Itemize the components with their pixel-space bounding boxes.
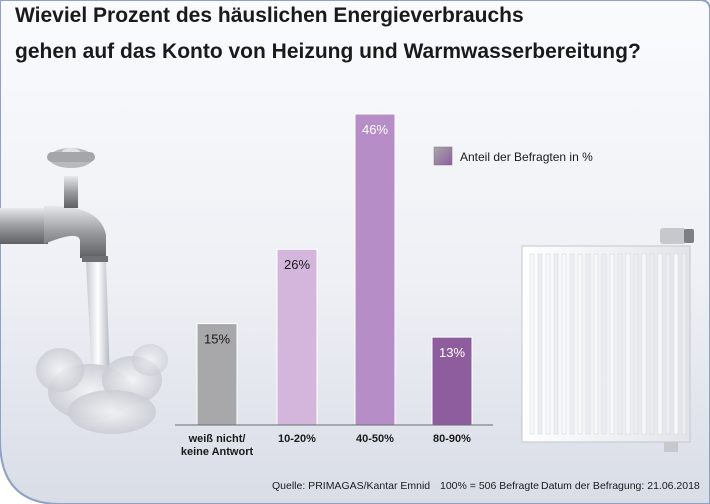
bar-value-label-2: 46% xyxy=(362,122,388,137)
footer-sample-size: 100% = 506 Befragte xyxy=(440,480,539,492)
legend-label: Anteil der Befragten in % xyxy=(460,150,593,164)
chart-title-line-1: Wieviel Prozent des häuslichen Energieve… xyxy=(15,4,524,27)
radiator-illustration xyxy=(521,228,694,452)
legend-swatch xyxy=(433,146,453,166)
bar-value-label-1: 26% xyxy=(284,257,310,272)
x-tick-label-1-0: 10-20% xyxy=(278,433,316,445)
bar-2 xyxy=(354,113,396,426)
bar-value-label-3: 13% xyxy=(439,345,465,360)
faucet-illustration xyxy=(0,148,108,262)
water-stream-illustration xyxy=(36,262,168,434)
footer-survey-date: Datum der Befragung: 21.06.2018 xyxy=(541,480,700,492)
bar-value-label-0: 15% xyxy=(204,332,230,347)
x-tick-label-3-0: 80-90% xyxy=(433,433,471,445)
bar-3 xyxy=(431,336,473,426)
x-tick-label-2-0: 40-50% xyxy=(356,433,394,445)
bar-0 xyxy=(196,323,238,426)
chart-title-line-2: gehen auf das Konto von Heizung und Warm… xyxy=(15,40,641,63)
x-tick-label-0-0: weiß nicht/ xyxy=(188,433,246,445)
bar-1 xyxy=(276,248,318,426)
x-tick-label-0-1: keine Antwort xyxy=(181,446,254,458)
footer-source: Quelle: PRIMAGAS/Kantar Emnid xyxy=(272,480,431,492)
